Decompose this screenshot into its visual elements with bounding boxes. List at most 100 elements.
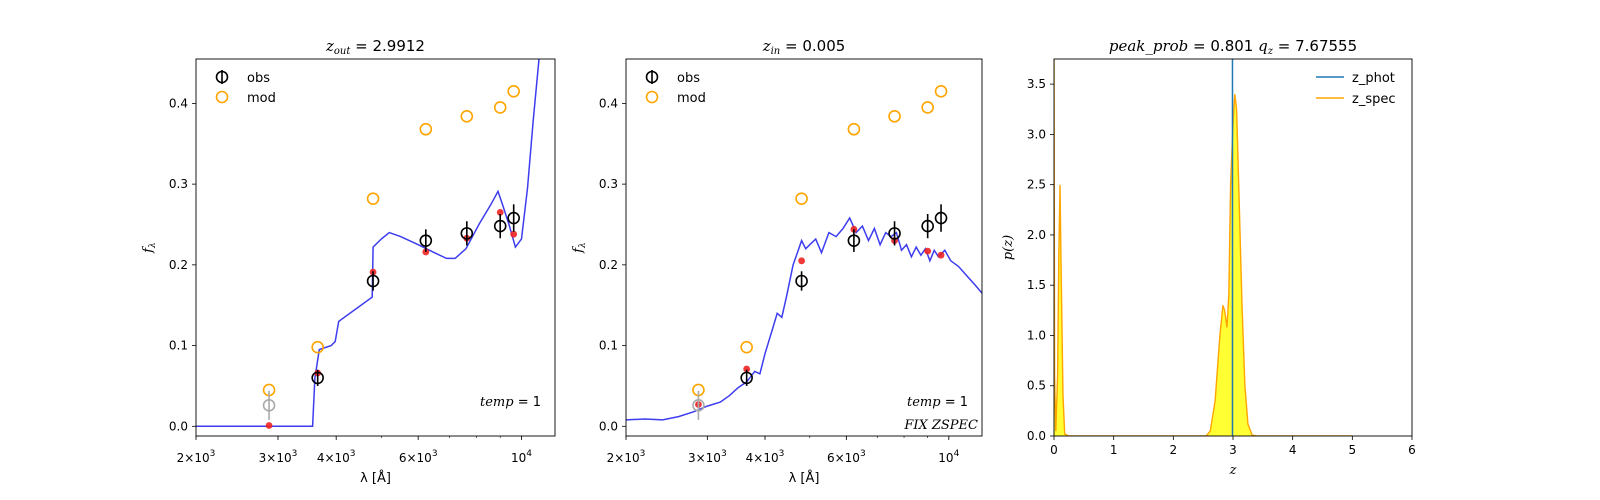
mod-point: [366, 192, 380, 205]
mod-point: [311, 340, 324, 354]
mod-point: [507, 84, 520, 98]
legend-obs-marker: [645, 70, 659, 84]
mod-point: [934, 84, 948, 98]
mod-point: [460, 110, 474, 123]
panel-title: zout = 2.9912: [325, 37, 425, 57]
obs-point: [262, 399, 276, 412]
x-tick-label: 104: [511, 449, 532, 465]
y-tick-label: 2.5: [1027, 178, 1046, 192]
x-tick-label: 4×103: [746, 449, 785, 465]
x-tick-label: 0: [1050, 443, 1058, 457]
model-phot-point: [743, 365, 751, 373]
obs-point: [311, 371, 324, 385]
y-tick-label: 0.4: [599, 96, 618, 110]
x-tick-label: 3×103: [259, 449, 298, 465]
axes-frame: [625, 58, 983, 437]
model-phot-point: [510, 230, 518, 238]
obs-point: [740, 371, 753, 385]
mod-point: [740, 340, 753, 354]
obs-point: [921, 219, 934, 233]
legend-obs-label: obs: [247, 71, 270, 86]
panel-2: 0.0 0.1 0.2 0.3 0.4 2×103 3×103 4×103 6×103 104 zi…: [571, 37, 983, 486]
y-tick-label: 0.0: [169, 419, 188, 433]
legend-zphot-label: z_phot: [1352, 71, 1395, 86]
x-tick-label: 6: [1408, 443, 1416, 457]
mod-point: [888, 110, 901, 123]
y-tick-label: 0.3: [169, 177, 188, 191]
y-tick-label: 0.4: [169, 96, 188, 110]
panel-title: zin = 0.005: [762, 37, 846, 57]
y-tick-label: 0.5: [1027, 379, 1046, 393]
y-axis-label: fλ: [571, 242, 588, 254]
y-tick-label: 0.2: [169, 258, 188, 272]
panel-title: peak_prob = 0.801 qz = 7.67555: [1109, 37, 1357, 57]
y-tick-label: 0.1: [169, 339, 188, 353]
annotation-temp: temp = 1: [480, 395, 541, 410]
legend-obs-label: obs: [677, 71, 700, 86]
panel-1: 0.0 0.1 0.2 0.3 0.4 2×103 3×103 4×103 6×103 104 zo…: [141, 37, 556, 486]
obs-point: [692, 399, 705, 412]
mod-point: [795, 192, 808, 205]
y-tick-label: 2.0: [1027, 228, 1046, 242]
model-phot-point: [265, 422, 273, 429]
x-axis-label: λ [Å]: [360, 470, 391, 486]
y-tick-label: 0.1: [599, 339, 618, 353]
model-phot-point: [798, 257, 805, 265]
x-axis-label: z: [1229, 463, 1237, 478]
template-line: [196, 59, 540, 428]
x-tick-label: 6×103: [399, 449, 438, 465]
x-tick-label: 2×103: [607, 449, 646, 465]
x-tick-label: 104: [938, 449, 959, 465]
legend-obs-marker: [215, 70, 229, 84]
y-tick-label: 0.2: [599, 258, 618, 272]
x-tick-label: 2×103: [177, 449, 216, 465]
x-tick-label: 2: [1170, 443, 1178, 457]
obs-point: [507, 211, 520, 225]
pz-fill: [1054, 59, 1353, 436]
x-tick-label: 4×103: [317, 449, 356, 465]
panel-3: 0.0 0.5 1.0 1.5 2.0 2.5 3.0 3.5 0 1 2 3 4 5 6 peak_prob…: [1001, 37, 1416, 478]
y-tick-label: 0.0: [1027, 429, 1046, 443]
legend-mod-marker: [215, 90, 229, 104]
mod-point: [921, 101, 934, 114]
y-axis-label: p(z): [1001, 235, 1016, 260]
obs-point: [419, 234, 433, 247]
x-axis-label: λ [Å]: [789, 470, 820, 486]
pz-curve: [1054, 59, 1353, 436]
x-tick-label: 3: [1229, 443, 1237, 457]
x-tick-label: 3×103: [688, 449, 727, 465]
x-tick-label: 4: [1289, 443, 1297, 457]
obs-point: [366, 274, 380, 288]
obs-point: [795, 274, 808, 288]
annotation-temp: temp = 1: [907, 395, 968, 410]
mod-point: [493, 101, 507, 114]
mod-point: [847, 122, 861, 136]
legend-mod-label: mod: [247, 91, 276, 106]
obs-point: [460, 227, 474, 240]
legend-mod-marker: [645, 90, 659, 104]
obs-point: [847, 234, 861, 247]
y-tick-label: 1.5: [1027, 278, 1046, 292]
model-phot-point: [924, 247, 932, 255]
y-axis-label: fλ: [141, 242, 158, 254]
obs-point: [493, 219, 507, 233]
y-tick-label: 0.0: [599, 419, 618, 433]
obs-point: [888, 227, 901, 240]
template-line: [626, 216, 982, 421]
annotation-fix-zspec: FIX ZSPEC: [903, 418, 978, 433]
x-tick-label: 5: [1349, 443, 1357, 457]
obs-point: [934, 211, 948, 225]
axes-frame: [195, 58, 556, 437]
model-phot-point: [937, 251, 945, 259]
y-tick-label: 3.5: [1027, 77, 1046, 91]
model-phot-point: [496, 208, 504, 216]
x-tick-label: 6×103: [827, 449, 866, 465]
y-tick-label: 3.0: [1027, 127, 1046, 141]
legend-mod-label: mod: [677, 91, 706, 106]
x-tick-label: 1: [1110, 443, 1118, 457]
y-tick-label: 0.3: [599, 177, 618, 191]
legend-zspec-label: z_spec: [1352, 92, 1396, 107]
y-tick-label: 1.0: [1027, 328, 1046, 342]
mod-point: [419, 122, 433, 136]
